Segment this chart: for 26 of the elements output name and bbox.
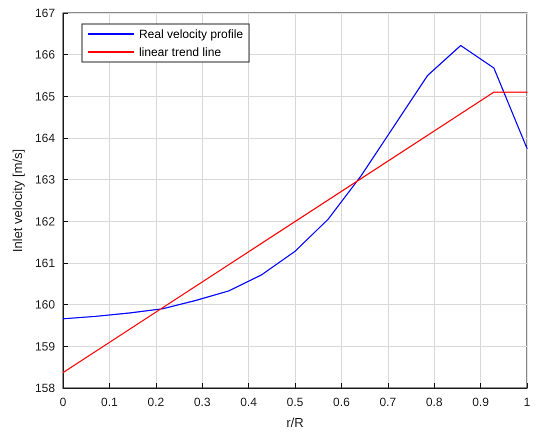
legend-label: linear trend line [139, 45, 222, 59]
x-tick-label: 0.8 [426, 395, 443, 409]
x-tick-label: 0 [60, 395, 67, 409]
y-tick-label: 167 [34, 6, 56, 20]
y-tick-label: 161 [34, 256, 56, 270]
y-tick-label: 165 [34, 89, 56, 104]
line-series [62, 44, 528, 320]
y-tick-label: 164 [34, 131, 56, 145]
y-tick-label: 158 [34, 381, 56, 395]
y-tick-label: 166 [34, 48, 56, 62]
x-tick-label: 0.1 [101, 395, 118, 409]
x-axis-title: r/R [286, 415, 304, 430]
x-tick-label: 0.5 [286, 395, 304, 409]
x-tick-label: 0.3 [194, 395, 211, 409]
x-tick-label: 0.6 [333, 395, 350, 409]
y-tick-label: 160 [34, 298, 56, 312]
y-tick-label: 163 [34, 172, 56, 187]
x-tick-label: 0.7 [379, 395, 396, 409]
y-tick-label: 159 [34, 339, 56, 354]
x-tick-label: 0.2 [147, 395, 164, 409]
legend-label: Real velocity profile [139, 27, 244, 41]
x-tick-label: 0.9 [472, 395, 490, 409]
x-tick-label: 0.4 [240, 395, 258, 409]
y-tick-label: 162 [34, 214, 56, 228]
y-axis-title: Inlet velocity [m/s] [10, 148, 26, 252]
x-tick-label: 1 [524, 395, 531, 409]
